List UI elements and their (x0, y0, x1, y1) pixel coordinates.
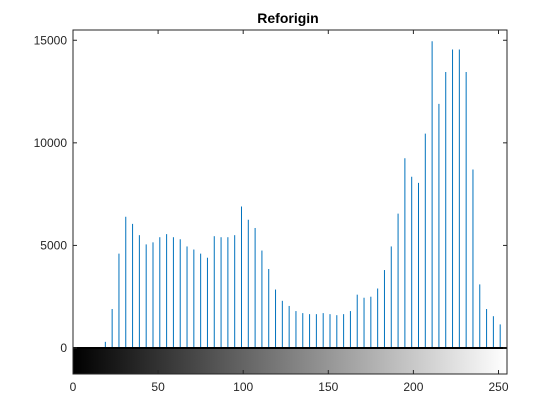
x-tick-label: 250 (488, 380, 508, 394)
axes-box (72, 29, 508, 375)
x-tick-label: 100 (233, 380, 253, 394)
y-tick-label: 5000 (40, 238, 67, 252)
axes-background (73, 30, 507, 348)
y-tick-label: 15000 (34, 33, 68, 47)
x-tick-label: 50 (151, 380, 165, 394)
plot-area: 0 5000 10000 15000 0 50 100 150 200 250 (34, 29, 509, 394)
x-tick-label: 0 (70, 380, 77, 394)
y-tick-label: 0 (60, 341, 67, 355)
y-axis: 0 5000 10000 15000 (34, 33, 507, 355)
x-axis: 0 50 100 150 200 250 (70, 30, 509, 394)
x-tick-label: 150 (318, 380, 338, 394)
grayscale-colorbar (73, 349, 507, 374)
x-tick-label: 200 (403, 380, 423, 394)
chart-title: Reforigin (257, 10, 318, 26)
y-tick-label: 10000 (34, 136, 68, 150)
stem-series (104, 41, 501, 348)
